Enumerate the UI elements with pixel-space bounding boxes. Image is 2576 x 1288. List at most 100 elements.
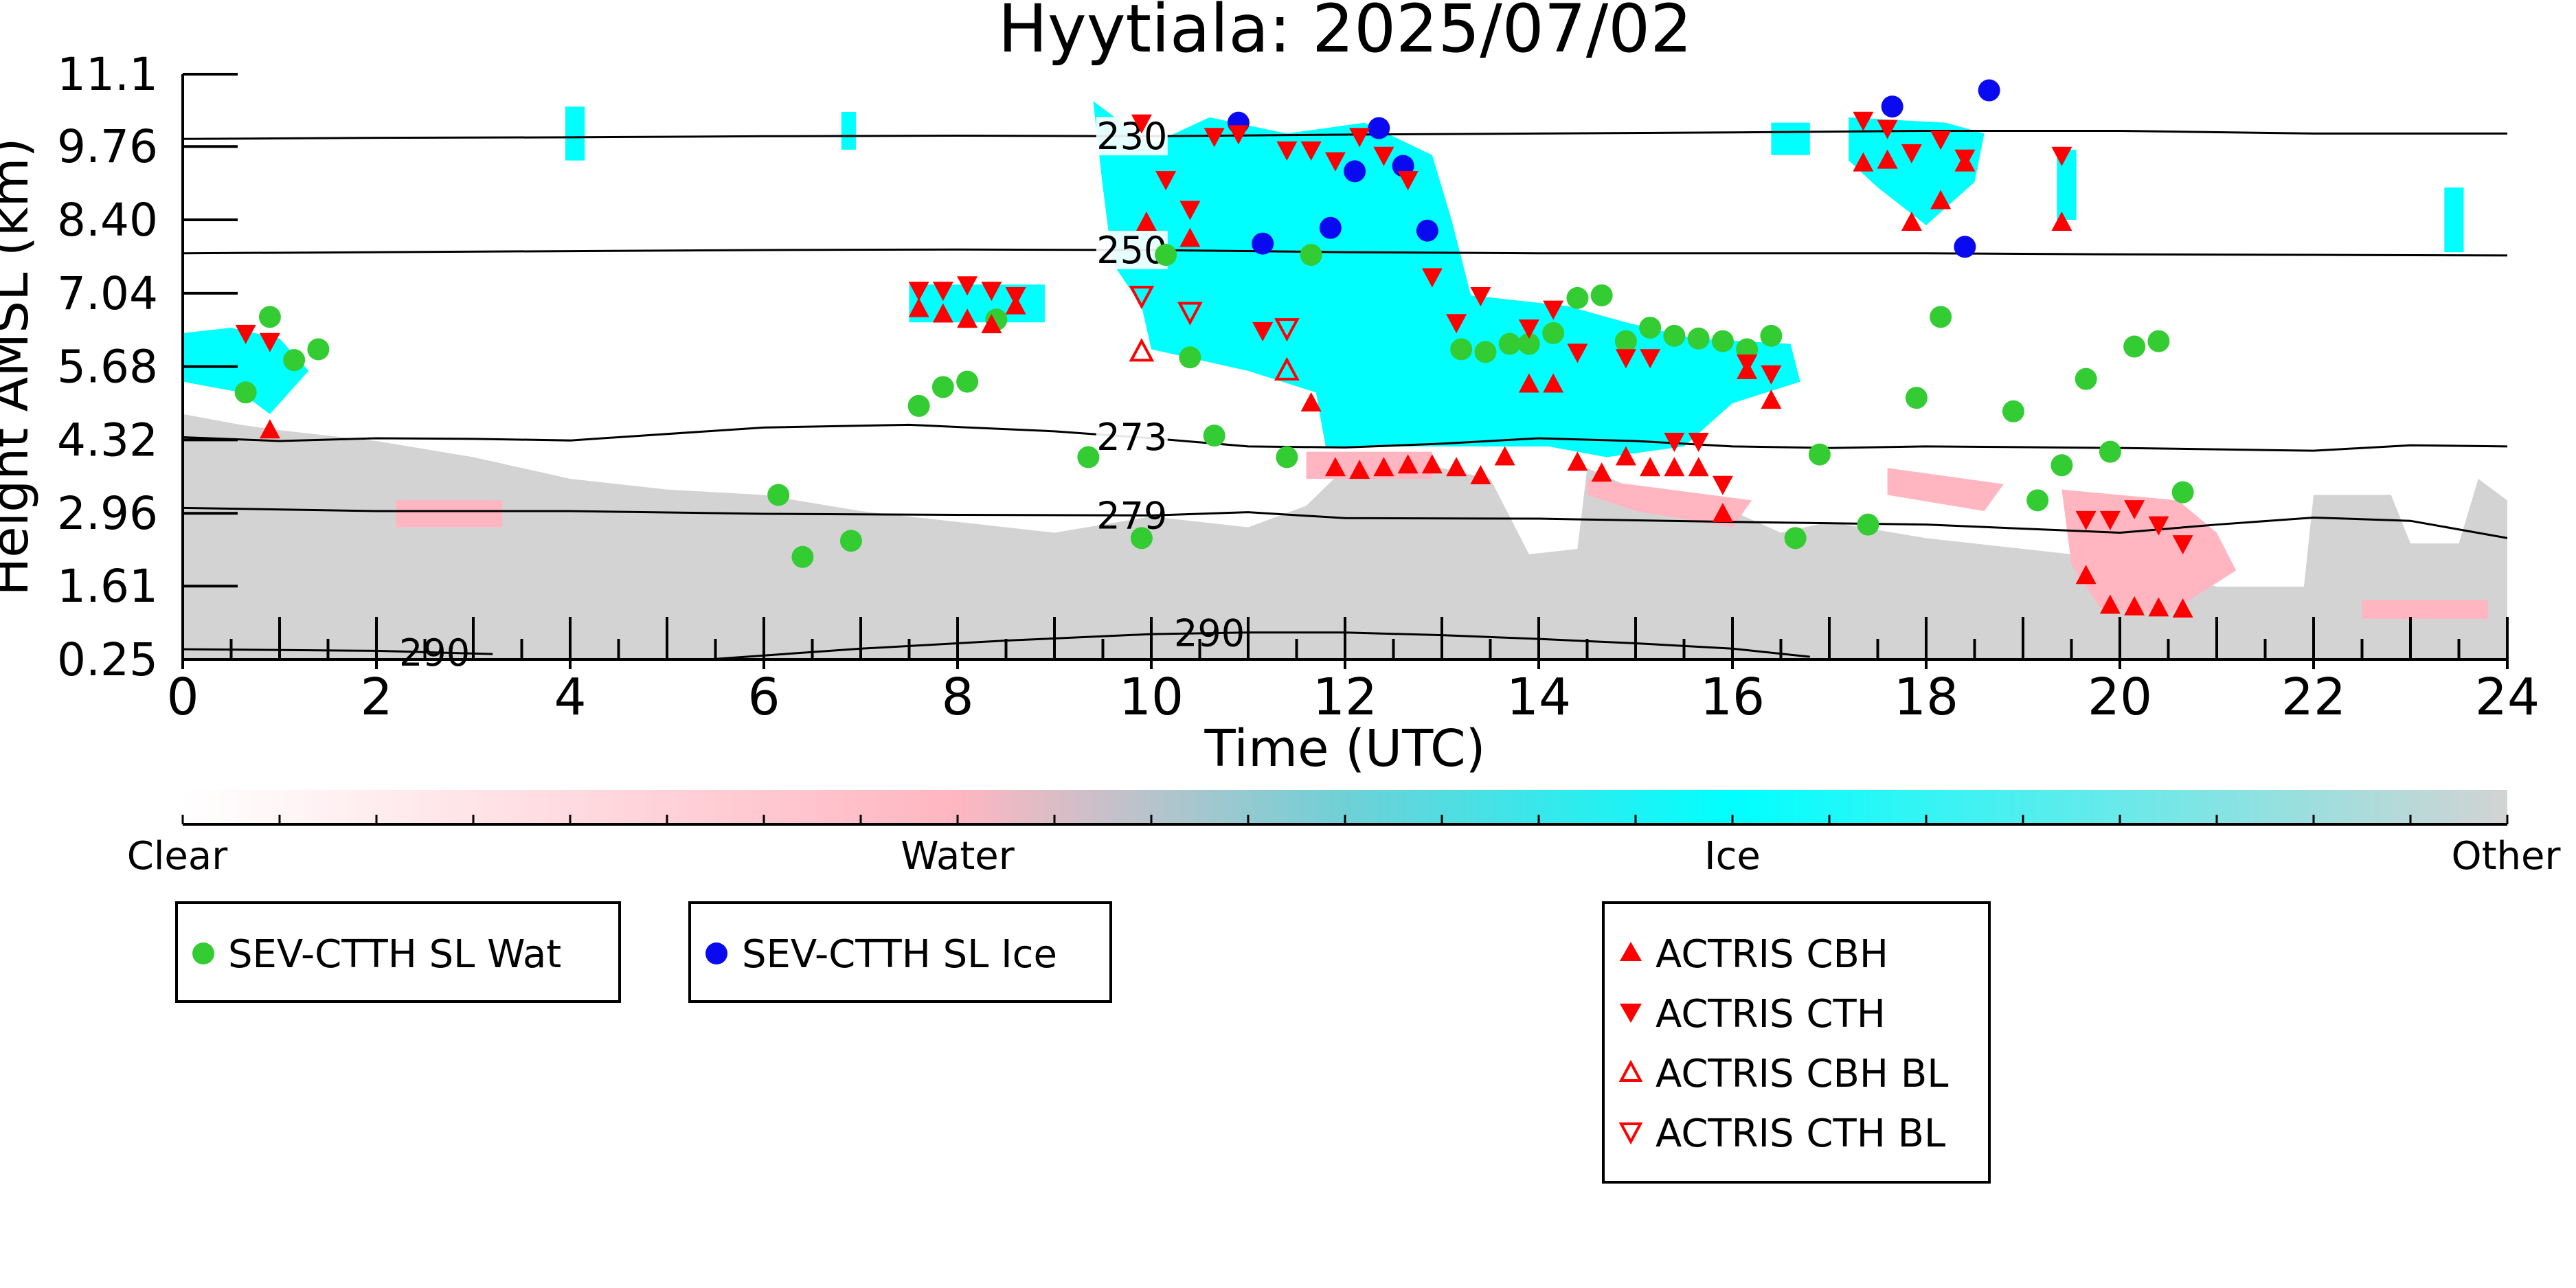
- y-tick-label: 2.96: [57, 487, 158, 540]
- point-actris-cth: [235, 324, 256, 344]
- x-tick-label: 22: [2281, 668, 2346, 727]
- contour-line: [183, 423, 2507, 452]
- y-tick-label: 5.68: [57, 341, 158, 394]
- colorbar-label-other: Other: [2451, 834, 2561, 879]
- point-actris-cth-bl: [1177, 302, 1203, 326]
- point-sev-ctth-sl-wat: [1784, 527, 1807, 550]
- point-sev-ctth-sl-ice: [1416, 219, 1438, 242]
- point-actris-cth: [2124, 500, 2145, 520]
- point-actris-cth: [1349, 128, 1370, 148]
- contour-label: 250: [1096, 229, 1167, 272]
- contour-line: [183, 129, 2507, 140]
- point-sev-ctth-sl-ice: [1252, 232, 1274, 255]
- point-actris-cbh-bl: [1274, 357, 1300, 381]
- point-sev-ctth-sl-wat: [1663, 324, 1686, 347]
- point-actris-cth: [2148, 516, 2169, 536]
- legend-actris: ACTRIS CBH ACTRIS CTH ACTRIS CBH BL ACTR…: [1602, 901, 1991, 1184]
- point-actris-cth: [1470, 286, 1491, 306]
- point-sev-ctth-sl-wat: [1639, 317, 1662, 339]
- x-tick-label: 14: [1506, 668, 1571, 727]
- phase-ice-region: [1771, 122, 1810, 155]
- y-tick-label: 8.40: [57, 194, 158, 247]
- point-actris-cbh: [2051, 211, 2072, 231]
- point-actris-cbh: [932, 303, 953, 323]
- y-tick-label: 11.1: [57, 48, 158, 101]
- colorbar-label-clear: Clear: [127, 834, 228, 879]
- phase-ice-region: [841, 111, 856, 150]
- point-sev-ctth-sl-wat: [1179, 346, 1201, 369]
- y-tick-label: 9.76: [57, 120, 158, 173]
- colorbar-label-ice: Ice: [1704, 834, 1761, 879]
- point-actris-cbh: [1518, 373, 1539, 393]
- point-sev-ctth-sl-wat: [1498, 332, 1521, 355]
- point-actris-cth: [1324, 152, 1346, 172]
- point-actris-cbh: [1591, 462, 1612, 482]
- point-actris-cth-bl: [1129, 285, 1155, 310]
- point-actris-cbh: [1494, 446, 1515, 466]
- phase-ice-region: [2057, 149, 2077, 221]
- point-sev-ctth-sl-wat: [1542, 321, 1565, 344]
- x-tick-label: 12: [1313, 668, 1377, 727]
- colorbar-ticks: [181, 815, 2509, 824]
- legend-sev-wat-marker: [192, 942, 214, 964]
- point-actris-cbh: [1930, 190, 1952, 210]
- chart-title: Hyytiala: 2025/07/02: [998, 0, 1693, 67]
- x-tick-label: 16: [1700, 668, 1765, 727]
- phase-water-region: [1587, 478, 1752, 528]
- point-sev-ctth-sl-ice: [1368, 117, 1390, 139]
- point-actris-cth: [908, 282, 929, 302]
- legend-cbh-label: ACTRIS CBH: [1656, 932, 1888, 977]
- point-actris-cth: [1615, 349, 1636, 369]
- point-actris-cbh: [259, 419, 280, 439]
- point-sev-ctth-sl-wat: [2099, 440, 2121, 463]
- temperature-contours: [183, 129, 2507, 659]
- point-actris-cth-bl: [1274, 318, 1300, 342]
- point-actris-cbh: [1761, 389, 1782, 409]
- point-sev-ctth-sl-wat: [839, 530, 862, 552]
- x-ticks: 0 2 4 6 8 10 12 14 16 18 20 22 24: [166, 617, 2540, 727]
- point-actris-cth: [1930, 131, 1952, 150]
- phase-water-region: [1887, 468, 2004, 512]
- point-actris-cth: [1901, 144, 1922, 163]
- point-actris-cth: [2075, 510, 2097, 530]
- point-actris-cbh: [2075, 565, 2097, 585]
- point-actris-cbh: [1901, 211, 1922, 231]
- point-actris-cth: [1853, 111, 1874, 131]
- point-actris-cbh: [1373, 457, 1394, 477]
- contour-label: 230: [1096, 115, 1167, 158]
- point-sev-ctth-sl-wat: [258, 306, 281, 328]
- point-sev-ctth-sl-wat: [1155, 244, 1177, 267]
- phase-field: [183, 101, 2507, 659]
- contour-label-bg: [1096, 418, 1168, 457]
- point-sev-ctth-sl-wat: [1300, 244, 1322, 267]
- legend-cth-bl-marker: [1618, 1122, 1643, 1145]
- point-sev-ctth-sl-wat: [2026, 489, 2049, 512]
- point-sev-ctth-sl-wat: [2171, 481, 2194, 504]
- point-actris-cth: [1761, 365, 1782, 385]
- contour-line: [183, 248, 2507, 257]
- legend-sev: SEV-CTTH SL Wat SEV-CTTH SL Ice: [175, 901, 1112, 1003]
- point-actris-cbh-bl: [1129, 338, 1155, 362]
- contour-label: 290: [399, 631, 470, 675]
- point-actris-cbh: [1640, 457, 1661, 477]
- point-actris-cth: [1373, 146, 1394, 166]
- legend-cth-bl-label: ACTRIS CTH BL: [1656, 1111, 1945, 1156]
- point-actris-cbh: [1543, 373, 1564, 393]
- point-actris-cth: [1446, 314, 1467, 334]
- point-actris-cbh: [1179, 227, 1201, 247]
- point-actris-cbh: [1615, 446, 1636, 466]
- point-sev-ctth-sl-wat: [2050, 454, 2073, 477]
- point-sev-ctth-sl-ice: [1319, 216, 1342, 239]
- x-tick-label: 8: [941, 668, 973, 727]
- point-actris-cbh: [1853, 152, 1874, 172]
- point-sev-ctth-sl-wat: [1930, 306, 1952, 328]
- point-sev-ctth-sl-wat: [1517, 332, 1540, 355]
- point-actris-cbh: [1300, 392, 1322, 412]
- point-actris-cth: [1737, 354, 1758, 374]
- x-tick-label: 18: [1894, 668, 1958, 727]
- point-sev-ctth-sl-wat: [907, 394, 930, 417]
- point-actris-cth: [1005, 286, 1026, 306]
- colorbar-label-water: Water: [901, 834, 1015, 879]
- point-sev-ctth-sl-wat: [234, 381, 257, 404]
